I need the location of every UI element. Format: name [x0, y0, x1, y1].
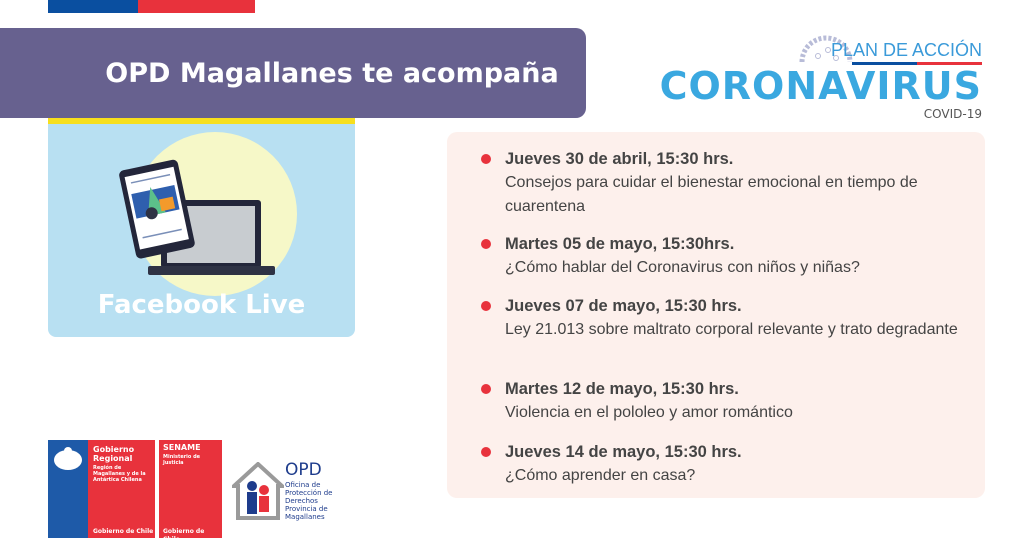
event-item: Jueves 30 de abril, 15:30 hrs. Consejos p… [481, 147, 975, 219]
event-item: Martes 05 de mayo, 15:30hrs. ¿Cómo hablar… [481, 232, 975, 280]
gore-footer: Gobierno de Chile [93, 528, 154, 535]
flag-underline [852, 62, 982, 65]
chile-emblem-icon [48, 440, 88, 538]
flag-stripe-blue [48, 0, 138, 13]
event-date: Martes 12 de mayo, 15:30 hrs. [505, 380, 739, 398]
event-topic: ¿Cómo hablar del Coronavirus con niños y… [505, 259, 860, 276]
gobierno-regional-logo: Gobierno Regional Región de Magallanes y… [48, 440, 155, 538]
page-title-banner: OPD Magallanes te acompaña [0, 28, 586, 118]
event-topic: Consejos para cuidar el bienestar emocio… [505, 174, 918, 215]
gore-title: Gobierno Regional [93, 445, 135, 463]
sename-title: SENAME [163, 443, 201, 452]
virus-icon [799, 35, 853, 63]
event-date: Martes 05 de mayo, 15:30hrs. [505, 235, 735, 253]
coronavirus-plan-logo: PLAN DE ACCIÓN CORONAVIRUS COVID-19 [660, 30, 990, 122]
event-date: Jueves 14 de mayo, 15:30 hrs. [505, 443, 742, 461]
facebook-live-card: Facebook Live [48, 124, 355, 337]
bullet-icon [481, 384, 491, 394]
event-topic: ¿Cómo aprender en casa? [505, 467, 696, 484]
event-date: Jueves 30 de abril, 15:30 hrs. [505, 150, 734, 168]
page-title: OPD Magallanes te acompaña [105, 57, 559, 89]
bullet-icon [481, 301, 491, 311]
event-topic: Ley 21.013 sobre maltrato corporal relev… [505, 321, 958, 338]
covid-label: COVID-19 [923, 107, 982, 121]
facebook-live-label: Facebook Live [97, 290, 306, 320]
coronavirus-label: CORONAVIRUS [659, 64, 982, 108]
event-item: Jueves 07 de mayo, 15:30 hrs. Ley 21.013 … [481, 294, 975, 342]
house-family-icon [228, 461, 288, 520]
event-item: Jueves 14 de mayo, 15:30 hrs. ¿Cómo apren… [481, 440, 975, 488]
bullet-icon [481, 239, 491, 249]
event-topic: Violencia en el pololeo y amor romántico [505, 404, 793, 421]
bullet-icon [481, 154, 491, 164]
event-schedule: Jueves 30 de abril, 15:30 hrs. Consejos p… [447, 132, 985, 498]
opd-logo: OPD Oficina de Protección de Derechos Pr… [228, 460, 342, 528]
divider [48, 118, 355, 124]
event-item: Martes 12 de mayo, 15:30 hrs. Violencia e… [481, 377, 975, 425]
opd-title: OPD [285, 460, 322, 480]
opd-subtitle: Oficina de Protección de Derechos Provin… [285, 481, 333, 521]
plan-label: PLAN DE ACCIÓN [830, 40, 982, 60]
bullet-icon [481, 447, 491, 457]
sename-logo: SENAME Ministerio de Justicia Gobierno d… [159, 440, 222, 543]
flag-stripe-red [138, 0, 255, 13]
gore-region: Región de Magallanes y de la Antártica C… [93, 465, 146, 483]
sename-ministry: Ministerio de Justicia [163, 454, 201, 466]
event-date: Jueves 07 de mayo, 15:30 hrs. [505, 297, 742, 315]
sename-footer: Gobierno de Chile [163, 528, 205, 543]
devices-illustration-icon [119, 159, 275, 275]
